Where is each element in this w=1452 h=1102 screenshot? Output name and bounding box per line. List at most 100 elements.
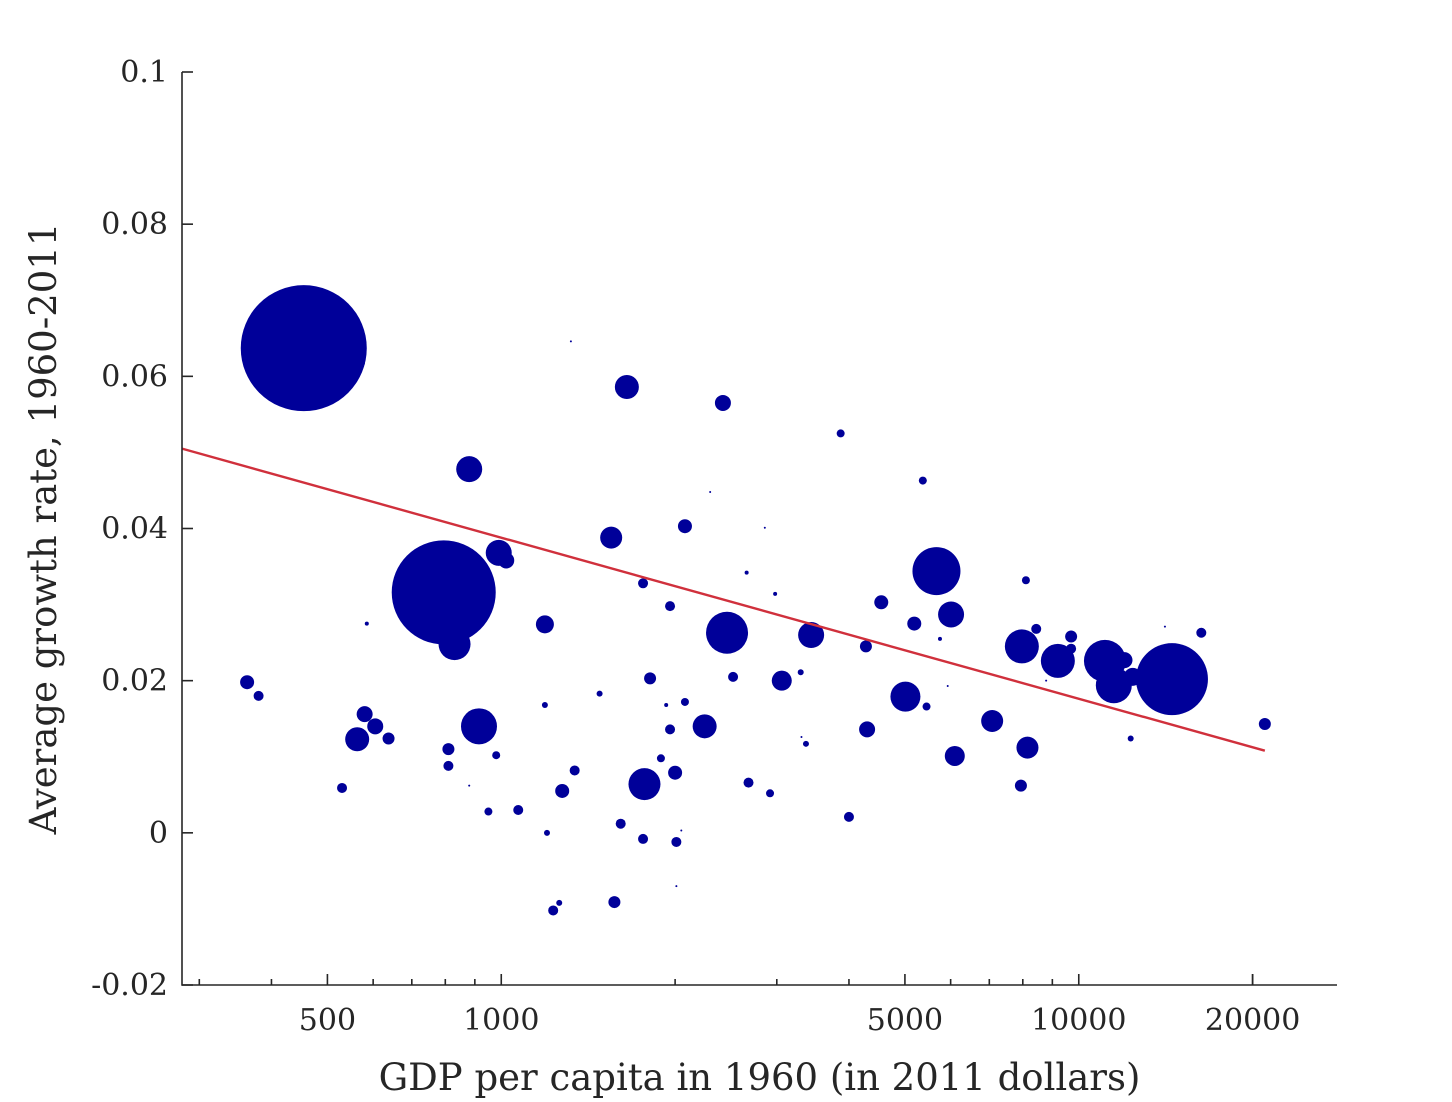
data-point [671, 836, 682, 847]
data-point [555, 783, 570, 798]
data-point [541, 702, 548, 709]
data-point [468, 784, 471, 787]
data-point [1031, 623, 1042, 634]
data-point [922, 702, 931, 711]
data-point [907, 616, 922, 631]
data-point [596, 690, 603, 697]
data-point [240, 285, 367, 412]
data-point [1116, 652, 1133, 669]
x-axis-ticks: 500 1000 5000 10000 20000 [198, 974, 1300, 1038]
data-point [253, 690, 264, 701]
trend-line [181, 447, 1266, 752]
data-point [442, 743, 455, 756]
data-point [773, 591, 778, 596]
data-point [638, 578, 649, 589]
data-point [656, 754, 665, 763]
data-point [535, 615, 554, 634]
data-point [859, 721, 876, 738]
data-point [874, 595, 889, 610]
data-point [556, 899, 563, 906]
data-point [677, 519, 692, 534]
data-point [337, 782, 348, 793]
data-point [628, 768, 661, 801]
data-point [706, 611, 749, 654]
data-point [668, 765, 683, 780]
data-point [728, 671, 739, 682]
data-point [456, 456, 483, 483]
data-point [345, 727, 370, 752]
data-point [743, 777, 754, 788]
x-axis-label: GDP per capita in 1960 (in 2011 dollars) [379, 1056, 1141, 1099]
data-point [918, 476, 927, 485]
y-axis-ticks: -0.02 0 0.02 0.04 0.06 0.08 0.1 [91, 55, 193, 1003]
bubble-layer [240, 285, 1271, 916]
data-point [1021, 576, 1030, 585]
data-point [240, 675, 255, 690]
y-tick-label: 0 [149, 816, 168, 851]
data-point [360, 361, 365, 366]
data-point [391, 540, 496, 645]
data-point [1014, 779, 1027, 792]
data-point [1016, 736, 1039, 759]
data-point [890, 681, 921, 712]
data-point [1163, 625, 1166, 628]
data-point [692, 714, 717, 739]
data-point [367, 718, 384, 735]
data-point [937, 636, 942, 641]
data-point [1095, 667, 1132, 704]
data-point [356, 706, 373, 723]
y-tick-label: 0.02 [101, 664, 168, 699]
data-point [644, 672, 657, 685]
y-tick-label: 0.04 [101, 512, 168, 547]
x-tick-label: 1000 [463, 1003, 539, 1038]
data-point [797, 669, 804, 676]
data-point [1196, 627, 1207, 638]
data-point [675, 885, 678, 888]
data-point [664, 703, 669, 708]
data-point [460, 708, 497, 745]
data-point [438, 628, 471, 661]
x-tick-label: 20000 [1205, 1003, 1300, 1038]
data-point [912, 547, 961, 596]
data-point [798, 622, 825, 649]
x-tick-label: 500 [299, 1003, 356, 1038]
y-tick-label: 0.06 [101, 359, 168, 394]
data-point [680, 697, 689, 706]
data-point [802, 740, 809, 747]
data-point [543, 829, 550, 836]
data-point [946, 684, 949, 687]
y-axis-label: Average growth rate, 1960-2011 [22, 223, 65, 836]
axes-frame [181, 72, 1337, 986]
data-point [1135, 643, 1208, 716]
data-point [615, 818, 626, 829]
data-point [766, 789, 775, 798]
data-point [1045, 679, 1048, 682]
data-point [569, 765, 580, 776]
data-point [680, 829, 683, 832]
data-point [981, 709, 1004, 732]
data-point [382, 732, 395, 745]
data-point [569, 340, 572, 343]
data-point [1066, 643, 1077, 654]
data-point [1065, 630, 1078, 643]
data-point [800, 735, 803, 738]
y-tick-label: -0.02 [91, 968, 168, 1003]
data-point [1040, 643, 1075, 678]
data-point [859, 640, 872, 653]
data-point [513, 805, 524, 816]
data-point [1127, 735, 1134, 742]
data-point [938, 601, 965, 628]
data-point [364, 621, 369, 626]
data-point [548, 905, 559, 916]
data-point [836, 429, 845, 438]
data-point [608, 896, 621, 909]
data-point [714, 394, 731, 411]
data-point [614, 374, 639, 399]
data-point [638, 833, 649, 844]
data-point [600, 526, 623, 549]
x-tick-label: 5000 [867, 1003, 943, 1038]
data-point [763, 526, 766, 529]
data-point [665, 724, 676, 735]
data-point [1258, 718, 1271, 731]
